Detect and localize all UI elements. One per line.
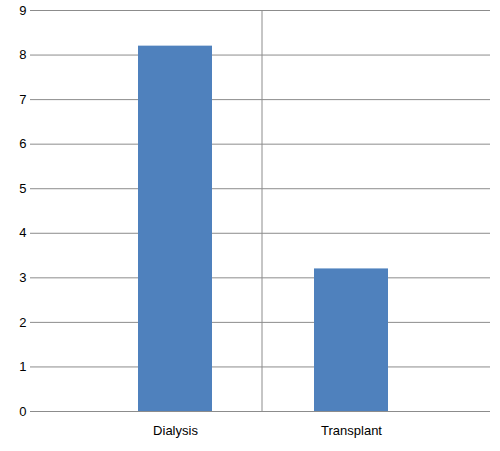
svg-text:1: 1 — [19, 359, 26, 374]
svg-text:Transplant: Transplant — [321, 423, 382, 438]
svg-text:7: 7 — [19, 92, 26, 107]
svg-text:5: 5 — [19, 181, 26, 196]
svg-text:4: 4 — [19, 225, 26, 240]
svg-text:6: 6 — [19, 136, 26, 151]
svg-text:8: 8 — [19, 47, 26, 62]
svg-text:3: 3 — [19, 270, 26, 285]
svg-text:9: 9 — [19, 3, 26, 18]
svg-text:0: 0 — [19, 404, 26, 419]
svg-text:2: 2 — [19, 315, 26, 330]
svg-text:Dialysis: Dialysis — [153, 423, 198, 438]
